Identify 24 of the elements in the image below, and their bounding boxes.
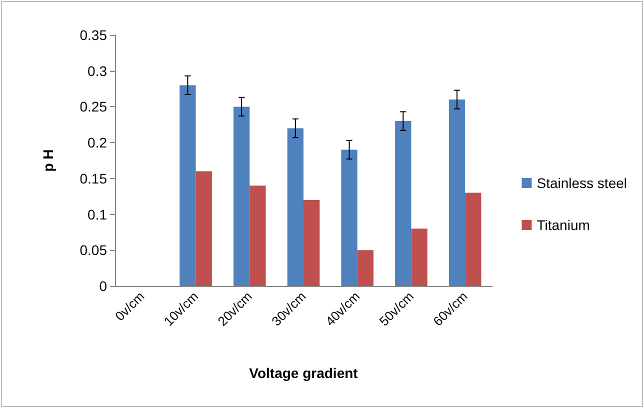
- bar: [341, 150, 358, 286]
- bar: [196, 171, 212, 286]
- y-tick-label: 0: [99, 278, 108, 294]
- bar: [304, 200, 320, 286]
- y-tick-label: 0.15: [80, 170, 108, 186]
- bar: [287, 128, 304, 286]
- legend-label: Titanium: [536, 217, 590, 233]
- legend-label: Stainless steel: [536, 175, 628, 191]
- bar: [357, 250, 374, 286]
- bar: [180, 85, 196, 286]
- bar: [411, 228, 428, 286]
- bar: [465, 192, 482, 286]
- bar: [395, 121, 412, 286]
- y-tick-label: 0.3: [88, 62, 108, 79]
- y-tick-label: 0.25: [80, 98, 108, 115]
- x-axis-title: Voltage gradient: [249, 365, 358, 381]
- bar: [448, 100, 466, 286]
- y-tick-label: 0.1: [88, 206, 108, 222]
- y-tick-label: 0.05: [80, 242, 108, 258]
- y-tick-label: 0.2: [88, 134, 108, 151]
- y-tick-label: 0.35: [80, 27, 108, 43]
- bar: [233, 106, 250, 286]
- y-axis-title: p H: [40, 149, 56, 172]
- bar: [250, 186, 266, 286]
